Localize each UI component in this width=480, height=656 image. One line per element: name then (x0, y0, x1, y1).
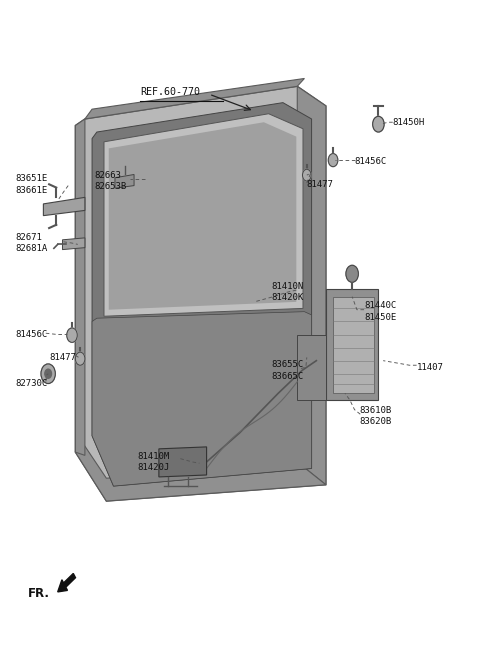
Polygon shape (92, 102, 312, 486)
Circle shape (75, 352, 85, 365)
Text: 81440C
81450E: 81440C 81450E (364, 302, 396, 322)
Polygon shape (109, 122, 296, 310)
Text: FR.: FR. (28, 587, 49, 600)
Circle shape (45, 369, 51, 379)
Polygon shape (115, 174, 134, 188)
Polygon shape (62, 238, 85, 250)
Text: 83610B
83620B: 83610B 83620B (360, 406, 392, 426)
Polygon shape (297, 335, 326, 400)
Circle shape (346, 265, 359, 282)
Text: 81410N
81420K: 81410N 81420K (271, 282, 303, 302)
Circle shape (302, 169, 311, 181)
Text: 81410M
81420J: 81410M 81420J (137, 452, 169, 472)
FancyArrow shape (58, 573, 75, 592)
Text: 83651E
83661E: 83651E 83661E (16, 174, 48, 195)
Text: 81456C: 81456C (16, 330, 48, 339)
Polygon shape (85, 79, 304, 119)
Text: 83655C
83665C: 83655C 83665C (271, 360, 303, 380)
Polygon shape (326, 289, 378, 400)
Polygon shape (159, 447, 206, 477)
Text: 82671
82681A: 82671 82681A (16, 233, 48, 253)
Polygon shape (297, 87, 326, 485)
Text: 82730C: 82730C (16, 379, 48, 388)
Polygon shape (75, 87, 326, 501)
Polygon shape (92, 312, 312, 486)
Text: 81477: 81477 (49, 353, 76, 362)
Text: 81450H: 81450H (393, 117, 425, 127)
Polygon shape (75, 439, 326, 501)
Text: 11407: 11407 (417, 363, 444, 372)
Text: 82663
82653B: 82663 82653B (95, 171, 127, 192)
Text: 81477: 81477 (307, 180, 334, 189)
Polygon shape (75, 119, 85, 455)
Text: 81456C: 81456C (355, 157, 387, 166)
Circle shape (328, 154, 338, 167)
Circle shape (372, 116, 384, 132)
Polygon shape (104, 113, 303, 316)
Polygon shape (333, 297, 373, 394)
Text: REF.60-770: REF.60-770 (140, 87, 200, 96)
Circle shape (67, 328, 77, 342)
Polygon shape (43, 197, 85, 216)
Circle shape (41, 364, 55, 384)
